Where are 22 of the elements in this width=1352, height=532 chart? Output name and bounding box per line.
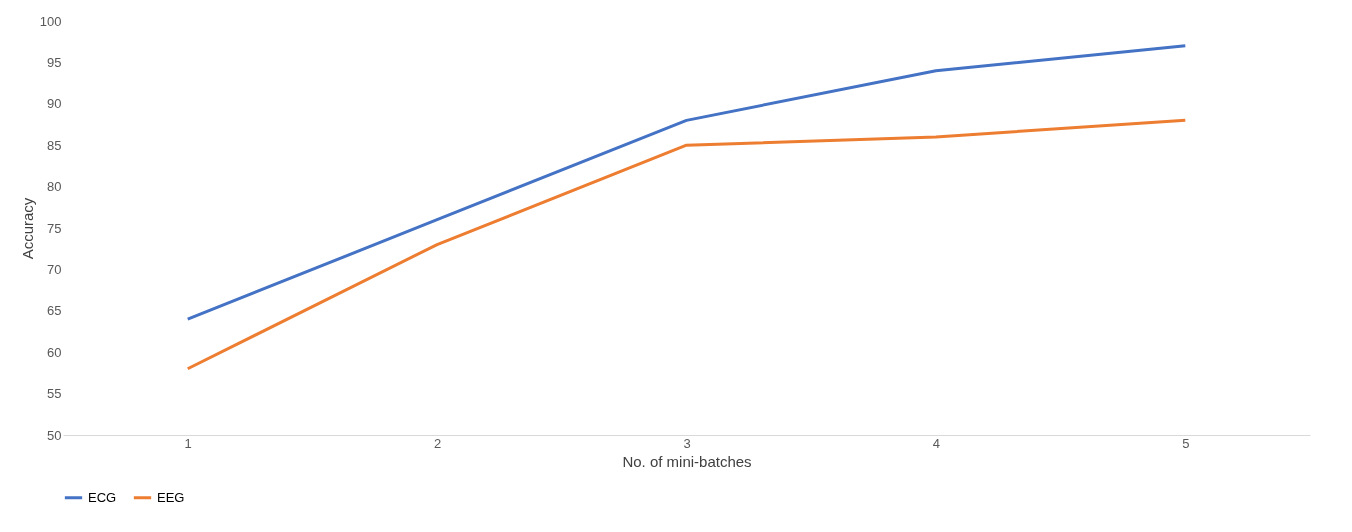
y-tick-label: 55 xyxy=(47,386,62,402)
legend-label: EEG xyxy=(157,489,185,505)
y-tick-label: 95 xyxy=(47,54,62,70)
legend-label: ECG xyxy=(88,489,117,505)
y-tick-label: 85 xyxy=(47,137,62,153)
x-tick-label: 2 xyxy=(433,435,442,451)
y-tick-label: 90 xyxy=(47,96,62,112)
y-tick-label: 70 xyxy=(47,261,62,277)
x-tick-label: 4 xyxy=(932,435,941,451)
line-series xyxy=(186,44,1187,321)
y-tick-label: 75 xyxy=(47,220,62,236)
x-axis-title: No. of mini-batches xyxy=(622,452,752,470)
y-axis-title: Accuracy xyxy=(18,197,36,260)
y-tick-label: 80 xyxy=(47,179,62,195)
x-tick-label: 5 xyxy=(1182,435,1190,451)
x-tick-label: 1 xyxy=(184,435,192,451)
y-tick-label: 50 xyxy=(47,427,62,443)
line-series xyxy=(186,118,1187,371)
y-tick-label: 100 xyxy=(39,13,62,29)
y-tick-label: 60 xyxy=(47,344,62,360)
y-tick-label: 65 xyxy=(47,303,62,319)
x-tick-label: 3 xyxy=(683,435,691,451)
